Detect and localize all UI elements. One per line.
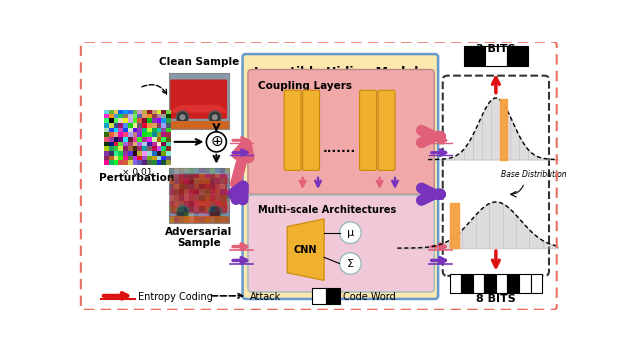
- Polygon shape: [179, 86, 218, 98]
- Bar: [169, 216, 229, 223]
- Text: Coupling Layers: Coupling Layers: [258, 81, 352, 91]
- Bar: [462, 274, 473, 293]
- Circle shape: [208, 111, 221, 124]
- Bar: [169, 73, 229, 129]
- Polygon shape: [287, 219, 324, 280]
- FancyBboxPatch shape: [303, 90, 320, 171]
- Bar: [473, 274, 485, 293]
- Bar: [485, 46, 507, 66]
- FancyArrowPatch shape: [142, 85, 167, 94]
- Text: Perturbation: Perturbation: [100, 173, 175, 183]
- Text: $\oplus$: $\oplus$: [210, 134, 223, 149]
- FancyBboxPatch shape: [243, 54, 438, 299]
- Bar: [531, 274, 542, 293]
- FancyBboxPatch shape: [443, 76, 549, 276]
- FancyBboxPatch shape: [284, 90, 301, 171]
- Bar: [508, 274, 519, 293]
- Circle shape: [176, 206, 188, 218]
- Circle shape: [208, 206, 221, 218]
- FancyBboxPatch shape: [378, 90, 395, 171]
- Circle shape: [340, 222, 361, 244]
- Text: Clean Sample: Clean Sample: [159, 57, 239, 67]
- Polygon shape: [170, 200, 227, 207]
- Bar: [169, 73, 229, 129]
- Text: Multi-scale Architectures: Multi-scale Architectures: [258, 205, 396, 215]
- Text: × 0.01: × 0.01: [122, 168, 152, 177]
- FancyBboxPatch shape: [248, 70, 434, 194]
- Text: Adversarial
Sample: Adversarial Sample: [165, 227, 232, 248]
- Bar: [169, 121, 229, 129]
- Circle shape: [176, 111, 188, 124]
- Circle shape: [211, 114, 218, 120]
- Circle shape: [179, 114, 185, 120]
- Bar: [312, 288, 326, 303]
- Text: Attack: Attack: [250, 292, 282, 302]
- Text: 8 BITS: 8 BITS: [476, 294, 516, 304]
- Text: CNN: CNN: [294, 245, 317, 255]
- Bar: [496, 274, 508, 293]
- FancyBboxPatch shape: [170, 79, 227, 119]
- Bar: [485, 274, 496, 293]
- Bar: [450, 274, 462, 293]
- Polygon shape: [170, 106, 227, 112]
- Bar: [169, 168, 229, 223]
- FancyBboxPatch shape: [248, 195, 434, 292]
- Text: Entropy Coding: Entropy Coding: [138, 292, 213, 302]
- Bar: [463, 46, 485, 66]
- Circle shape: [207, 132, 226, 152]
- Text: 3 BITS: 3 BITS: [476, 44, 516, 54]
- FancyBboxPatch shape: [170, 174, 227, 213]
- Circle shape: [340, 253, 361, 274]
- Bar: [519, 274, 531, 293]
- Bar: [507, 46, 528, 66]
- FancyBboxPatch shape: [360, 90, 376, 171]
- Bar: [169, 168, 229, 223]
- Text: Code Word: Code Word: [343, 292, 396, 302]
- Text: Base Distribution: Base Distribution: [501, 171, 567, 180]
- Text: Invertible Hiding Module: Invertible Hiding Module: [254, 66, 427, 79]
- Text: Σ: Σ: [347, 259, 354, 269]
- Polygon shape: [179, 181, 218, 193]
- Text: μ: μ: [347, 228, 354, 238]
- Text: .......: .......: [323, 142, 356, 155]
- Bar: [326, 288, 340, 303]
